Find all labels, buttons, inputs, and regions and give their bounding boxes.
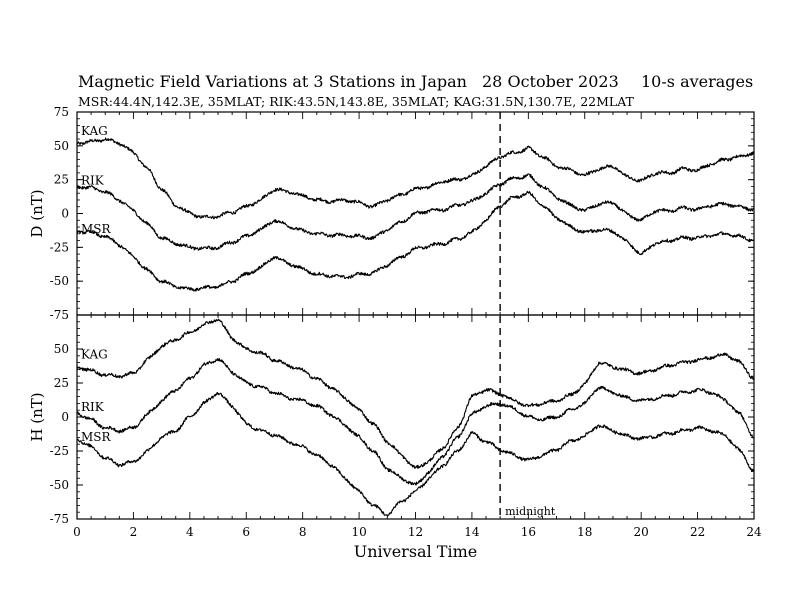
top-ytick-label: -25 (50, 240, 69, 254)
bottom-ytick-label: 25 (54, 376, 69, 390)
stations-subtitle: MSR:44.4N,142.3E, 35MLAT; RIK:43.5N,143.… (78, 94, 634, 109)
top-ytick-label: 0 (61, 207, 69, 221)
xtick-label: 18 (577, 525, 592, 539)
bottom-ylabel: H (nT) (28, 392, 46, 441)
top-ytick-label: 75 (54, 105, 69, 119)
chart-date: 28 October 2023 (482, 72, 619, 91)
top-series-msr (76, 190, 755, 292)
top-ylabel: D (nT) (28, 189, 46, 237)
top-series-label-rik: RIK (81, 173, 105, 187)
xtick-label: 0 (73, 525, 81, 539)
label-layer: -75 -50 -25 0 25 50 75 D (nT) KAG RIK MSR -75 -50 -25… (28, 105, 762, 561)
xtick-label: 10 (351, 525, 366, 539)
top-ytick-label: -50 (50, 274, 69, 288)
top-ytick-label: 50 (54, 139, 69, 153)
midnight-label: midnight (505, 505, 556, 518)
xtick-label: 22 (690, 525, 705, 539)
chart-title: Magnetic Field Variations at 3 Stations … (78, 72, 467, 91)
xtick-label: 20 (634, 525, 649, 539)
xtick-label: 6 (242, 525, 250, 539)
bottom-series-msr (76, 392, 755, 517)
bottom-series-label-msr: MSR (81, 430, 112, 444)
xtick-label: 8 (299, 525, 307, 539)
top-ytick-label: -75 (50, 308, 69, 322)
bottom-ytick-label: 0 (61, 410, 69, 424)
bottom-series-label-kag: KAG (81, 348, 108, 362)
bottom-ytick-label: -50 (50, 478, 69, 492)
averaging-label: 10-s averages (641, 72, 754, 91)
xtick-label: 14 (464, 525, 480, 539)
bottom-ytick-label: -25 (50, 444, 69, 458)
xtick-label: 24 (746, 525, 762, 539)
xtick-label: 2 (130, 525, 138, 539)
top-series-label-msr: MSR (81, 222, 112, 236)
xaxis-label: Universal Time (354, 542, 477, 561)
series-layer (76, 137, 755, 517)
top-series-rik (76, 173, 755, 251)
xtick-label: 16 (521, 525, 536, 539)
xtick-label: 4 (186, 525, 194, 539)
top-series-kag (76, 137, 755, 220)
bottom-series-kag (76, 318, 755, 469)
bottom-series-label-rik: RIK (81, 400, 105, 414)
bottom-ytick-label: -75 (50, 512, 69, 526)
top-series-label-kag: KAG (81, 124, 108, 138)
xtick-label: 12 (408, 525, 423, 539)
top-ytick-label: 25 (54, 173, 69, 187)
bottom-ytick-label: 50 (54, 342, 69, 356)
bottom-panel-frame (76, 314, 755, 520)
axes-layer (76, 111, 755, 520)
bottom-series-rik (76, 358, 755, 486)
